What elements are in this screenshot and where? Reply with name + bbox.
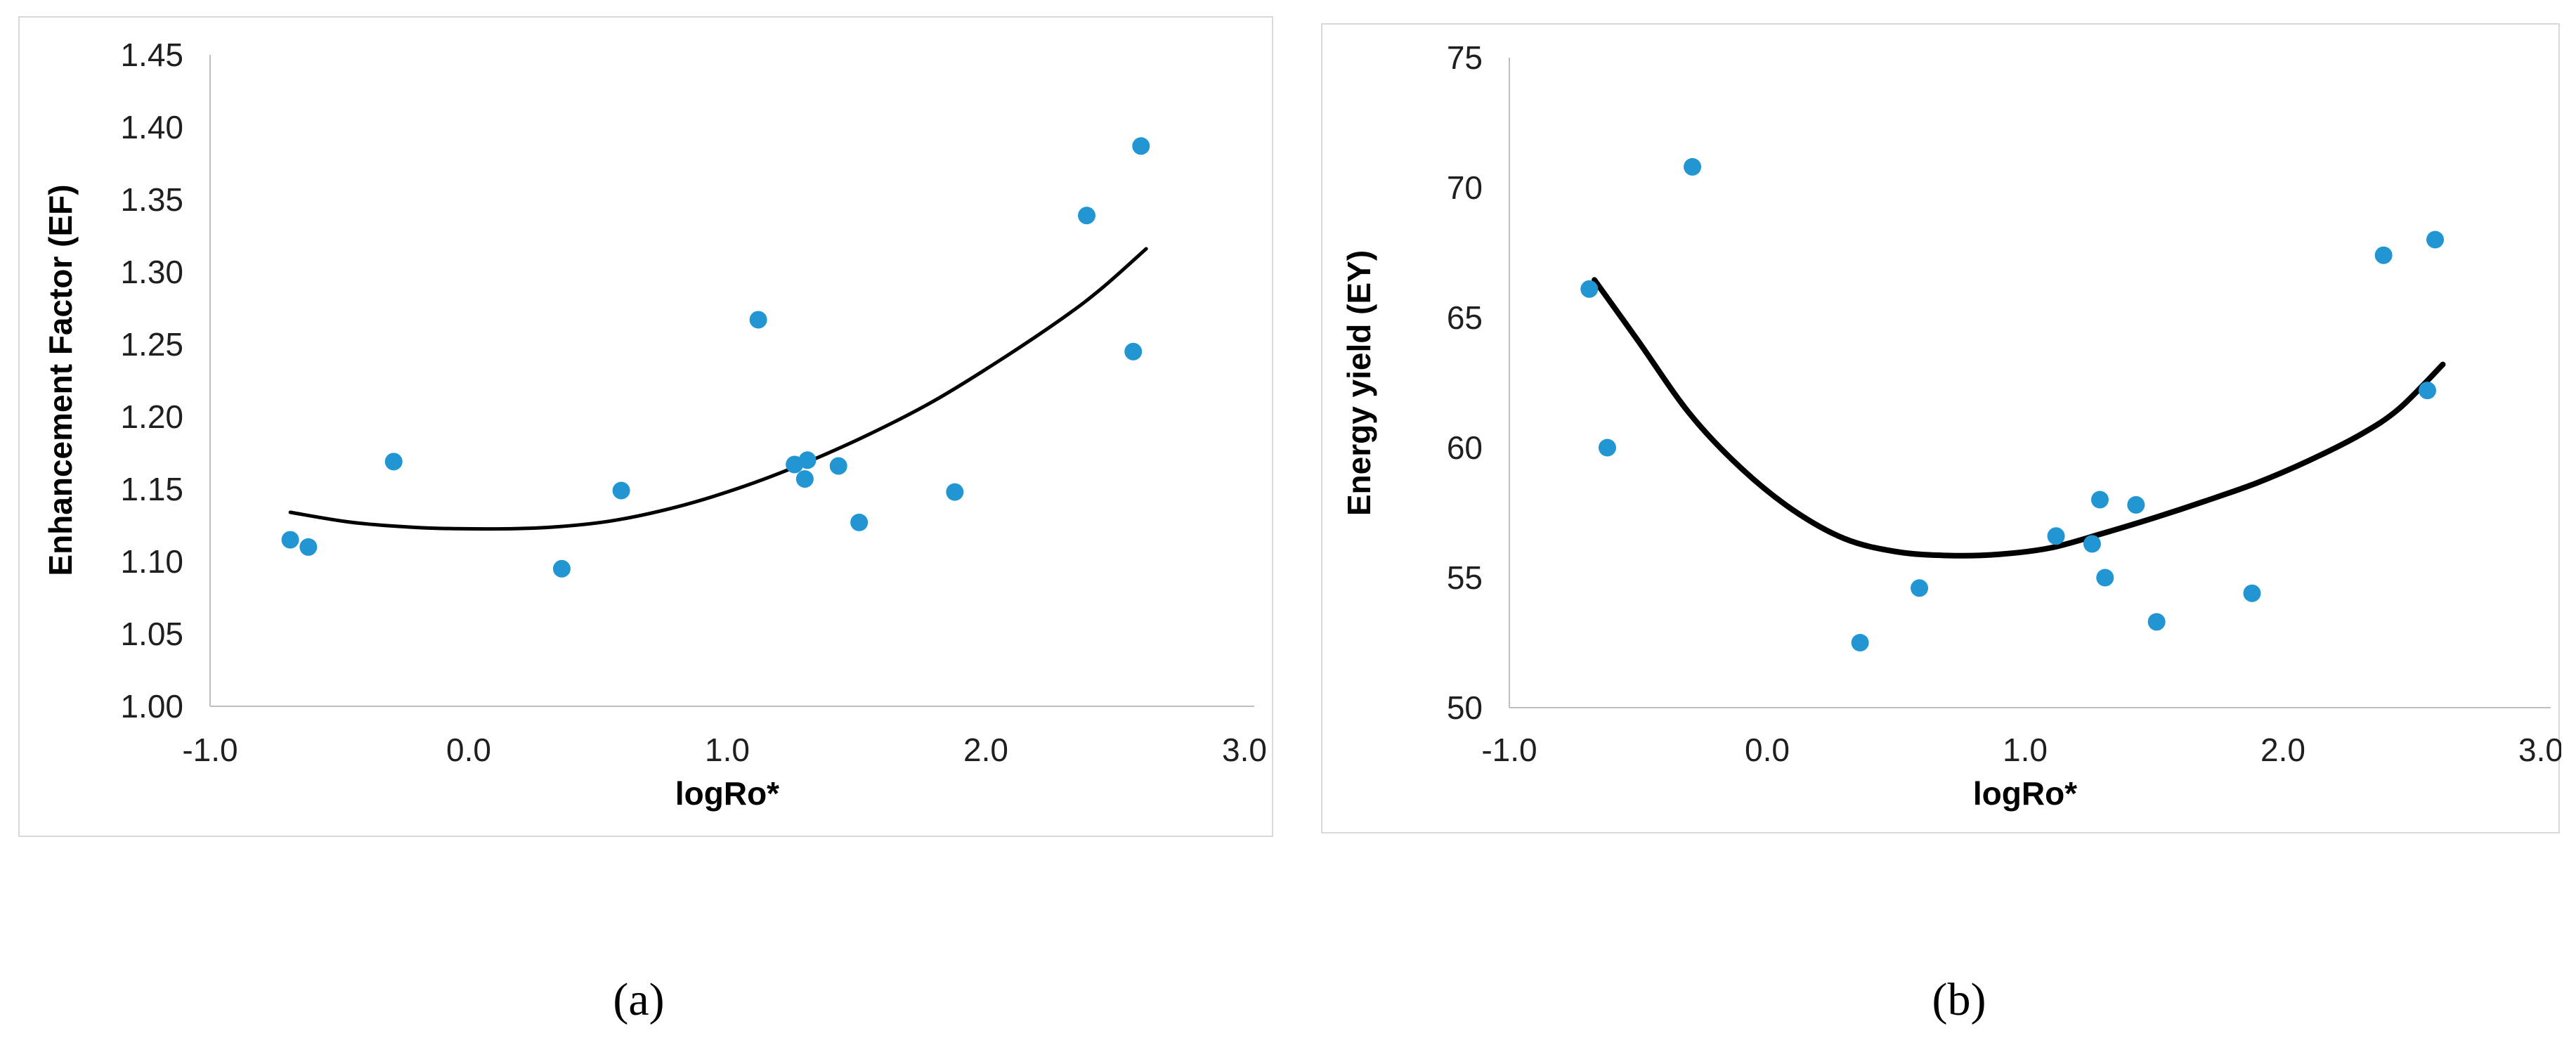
y-tick-label: 1.05 [120,616,183,652]
y-tick-label: 1.30 [120,254,183,290]
y-axis-title-b: Energy yield (EY) [1341,250,1377,516]
y-tick-label: 1.35 [120,181,183,218]
data-point [850,513,869,531]
y-tick-label: 1.20 [120,398,183,435]
data-point [2426,231,2445,249]
data-point [1851,634,1869,651]
x-tick-label: 3.0 [1222,732,1267,768]
y-tick-label: 70 [1447,169,1483,206]
x-tick-label: -1.0 [1481,732,1537,768]
data-point [299,538,318,556]
data-point [1580,280,1599,298]
data-point [1078,207,1096,225]
x-tick-label: 3.0 [2518,732,2561,768]
y-tick-label: 1.10 [120,543,183,580]
data-point [798,451,817,469]
data-point [1684,157,1702,176]
y-tick-label: 55 [1447,559,1483,596]
y-axis-title-a: Enhancement Factor (EF) [42,184,79,576]
data-point [749,311,767,329]
y-tick-label: 1.25 [120,326,183,363]
data-point [384,453,403,471]
chart-panel-b: 50 55 60 65 70 75 -1.0 0.0 1.0 2.0 3.0 Energy yiel… [1321,23,2561,833]
y-tick-label: 75 [1447,39,1483,76]
data-point [2374,246,2393,264]
caption-b: (b) [1932,974,1986,1025]
trend-line [1592,277,2446,559]
scatter-chart-b: 50 55 60 65 70 75 -1.0 0.0 1.0 2.0 3.0 Energy yiel… [1341,39,2561,812]
trend-line [288,247,1148,531]
y-tick-label: 1.00 [120,688,183,725]
x-tick-label: 2.0 [2260,732,2305,768]
chart-panel-a: 1.00 1.05 1.10 1.15 1.20 1.25 1.30 1.35 1.40 1.45… [18,16,1273,837]
data-point [795,470,814,488]
data-point [1132,137,1150,155]
data-point [2243,584,2261,602]
y-tick-label: 1.15 [120,471,183,507]
x-tick-label: 2.0 [963,732,1008,768]
data-point [612,481,630,500]
x-tick-label: 0.0 [1745,732,1790,768]
data-point [2090,491,2109,509]
x-tick-label: 1.0 [2003,732,2048,768]
data-point [2127,495,2145,514]
x-tick-label: 1.0 [705,732,750,768]
x-tick-label: 0.0 [446,732,491,768]
data-point [1911,579,1929,597]
y-tick-label: 1.45 [120,37,183,73]
plot-area-a: 1.00 1.05 1.10 1.15 1.20 1.25 1.30 1.35 1.40 1.45… [120,37,1267,768]
y-tick-label: 65 [1447,299,1483,336]
x-axis-title-b: logRo* [1973,775,2077,812]
y-tick-label: 1.40 [120,109,183,145]
data-point [2083,535,2101,553]
caption-a: (a) [613,974,665,1025]
data-point [552,559,571,578]
data-point [1124,342,1143,361]
y-tick-label: 60 [1447,429,1483,466]
data-point [2147,613,2166,631]
data-point [1598,439,1616,457]
plot-area-b: 50 55 60 65 70 75 -1.0 0.0 1.0 2.0 3.0 [1447,39,2561,768]
data-point [2419,382,2437,400]
data-point [829,457,847,475]
scatter-chart-a: 1.00 1.05 1.10 1.15 1.20 1.25 1.30 1.35 1.40 1.45… [42,37,1267,812]
x-axis-title-a: logRo* [675,775,779,812]
x-tick-label: -1.0 [182,732,238,768]
data-point [946,483,964,501]
data-point [2047,527,2065,545]
data-point [281,531,299,549]
data-point [2096,569,2114,587]
y-tick-label: 50 [1447,689,1483,726]
